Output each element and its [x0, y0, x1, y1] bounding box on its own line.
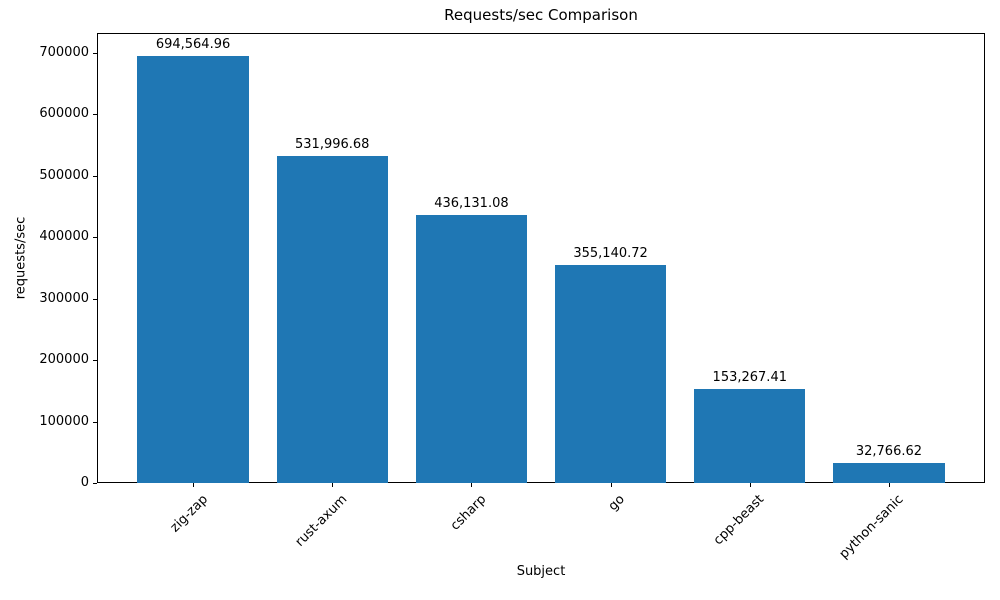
- bar: [276, 156, 388, 483]
- bar: [833, 462, 945, 483]
- y-tick-mark: [93, 360, 97, 362]
- bar-value-label: 694,564.96: [155, 37, 231, 53]
- bar: [694, 388, 806, 483]
- bar-value-label: 32,766.62: [855, 443, 923, 459]
- x-tick-label: go: [606, 492, 629, 515]
- y-tick-label: 600000: [39, 106, 89, 122]
- y-tick-label: 200000: [39, 352, 89, 368]
- x-tick-label: zig-zap: [167, 492, 211, 536]
- bar-value-label: 531,996.68: [295, 137, 370, 153]
- y-tick-mark: [93, 421, 97, 423]
- y-tick-label: 100000: [39, 413, 89, 429]
- x-tick-mark: [610, 483, 612, 487]
- x-tick-mark: [332, 483, 334, 487]
- x-tick-label: python-sanic: [836, 492, 907, 562]
- y-tick-mark: [93, 52, 97, 54]
- y-tick-mark: [93, 483, 97, 484]
- y-tick-label: 400000: [39, 229, 89, 245]
- y-tick-mark: [93, 298, 97, 300]
- y-tick-label: 0: [80, 475, 89, 490]
- y-tick-label: 300000: [39, 290, 89, 306]
- x-tick-label: csharp: [447, 492, 490, 534]
- bar-value-label: 153,267.41: [712, 369, 787, 385]
- bar-value-label: 355,140.72: [573, 245, 648, 261]
- x-tick-mark: [193, 483, 195, 487]
- x-tick-mark: [888, 483, 890, 487]
- y-tick-mark: [93, 175, 97, 177]
- chart-title: Requests/sec Comparison: [444, 6, 638, 24]
- x-axis-label: Subject: [516, 564, 566, 579]
- y-axis-label: requests/sec: [13, 216, 29, 300]
- y-tick-mark: [93, 114, 97, 116]
- bar-value-label: 436,131.08: [434, 196, 509, 212]
- y-tick-label: 700000: [39, 44, 89, 60]
- bar: [554, 264, 667, 483]
- x-tick-mark: [749, 483, 751, 487]
- y-tick-label: 500000: [39, 167, 89, 183]
- bar: [415, 215, 528, 483]
- x-tick-label: cpp-beast: [711, 492, 768, 549]
- y-tick-mark: [93, 237, 97, 239]
- bar: [137, 56, 249, 483]
- x-tick-mark: [471, 483, 473, 487]
- x-tick-label: rust-axum: [292, 492, 350, 550]
